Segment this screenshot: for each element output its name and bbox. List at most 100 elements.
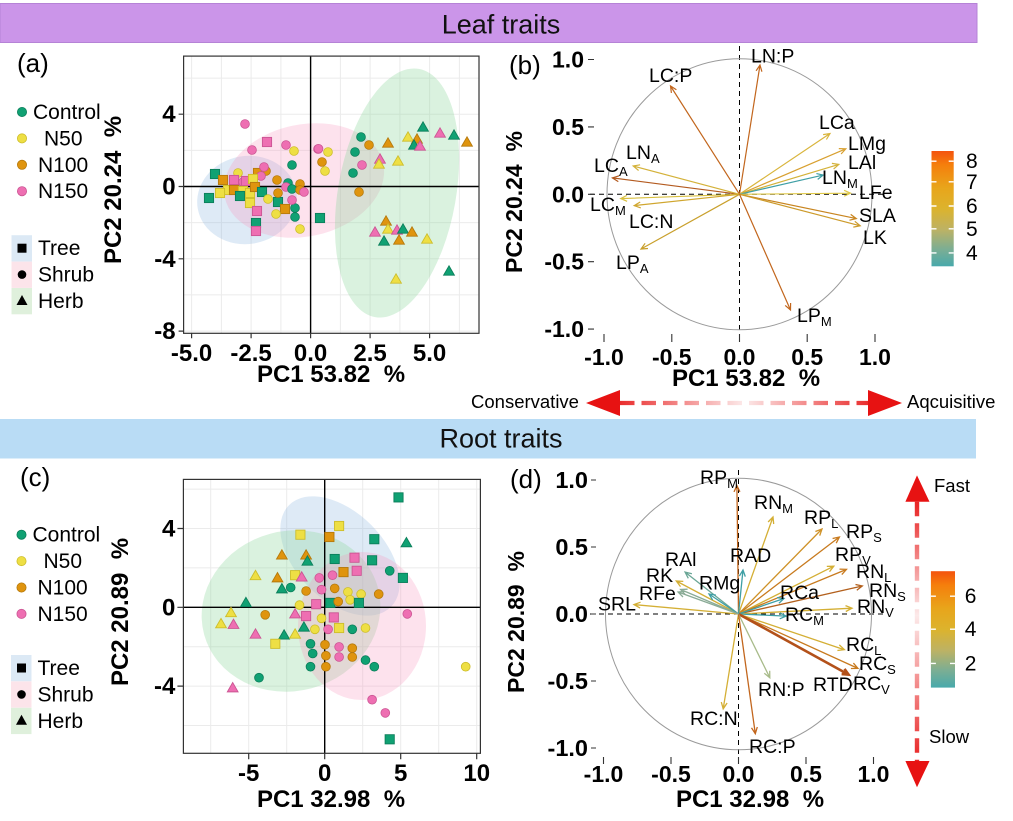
svg-text:-2.5: -2.5 xyxy=(230,340,271,367)
svg-text:Control: Control xyxy=(33,101,101,124)
svg-text:1.0: 1.0 xyxy=(858,761,890,787)
svg-text:8: 8 xyxy=(966,150,978,173)
svg-text:RAD: RAD xyxy=(730,545,771,567)
svg-text:0.5: 0.5 xyxy=(790,761,822,787)
svg-text:Shrub: Shrub xyxy=(38,683,94,706)
svg-text:-1.0: -1.0 xyxy=(584,761,624,787)
svg-text:-0.5: -0.5 xyxy=(548,668,589,694)
svg-text:Fast: Fast xyxy=(934,475,970,496)
svg-text:PC2 20.24 %: PC2 20.24 % xyxy=(501,131,527,273)
svg-text:Aqcuisitive: Aqcuisitive xyxy=(907,391,995,412)
svg-text:0.0: 0.0 xyxy=(555,601,588,627)
svg-text:RN:P: RN:P xyxy=(758,679,805,701)
svg-text:5.0: 5.0 xyxy=(413,340,446,367)
svg-text:1.0: 1.0 xyxy=(555,467,588,493)
svg-text:1.0: 1.0 xyxy=(859,344,891,370)
svg-text:RAl: RAl xyxy=(665,549,696,571)
svg-text:Tree: Tree xyxy=(38,657,80,680)
svg-text:RFe: RFe xyxy=(639,583,676,605)
svg-text:0.5: 0.5 xyxy=(791,344,823,370)
svg-text:(a): (a) xyxy=(17,48,49,78)
svg-text:0.0: 0.0 xyxy=(552,181,584,207)
svg-text:N150: N150 xyxy=(38,180,88,203)
svg-text:Conservative: Conservative xyxy=(471,391,579,412)
svg-text:2.5: 2.5 xyxy=(353,340,386,367)
svg-text:N150: N150 xyxy=(38,603,88,626)
svg-text:RPS: RPS xyxy=(846,521,882,545)
svg-text:0: 0 xyxy=(162,174,175,201)
svg-text:PC1 32.98 %: PC1 32.98 % xyxy=(676,786,824,813)
svg-text:RPM: RPM xyxy=(700,467,738,491)
svg-text:LNA: LNA xyxy=(626,142,660,166)
svg-text:RC:P: RC:P xyxy=(749,736,796,758)
svg-text:-4: -4 xyxy=(154,673,176,700)
svg-text:6: 6 xyxy=(965,585,977,608)
svg-text:LMg: LMg xyxy=(848,133,886,155)
svg-text:2: 2 xyxy=(965,652,977,675)
svg-text:RCa: RCa xyxy=(780,582,819,604)
svg-text:7: 7 xyxy=(966,171,978,194)
svg-text:0.0: 0.0 xyxy=(723,761,755,787)
svg-text:RCM: RCM xyxy=(785,604,824,628)
svg-text:-1.0: -1.0 xyxy=(584,344,624,370)
svg-text:N100: N100 xyxy=(38,154,88,177)
svg-text:RMg: RMg xyxy=(699,573,740,595)
svg-text:5: 5 xyxy=(394,760,407,787)
svg-text:-4: -4 xyxy=(154,246,176,273)
svg-text:Leaf traits: Leaf traits xyxy=(442,9,561,39)
svg-text:RPL: RPL xyxy=(804,507,838,531)
svg-text:RNM: RNM xyxy=(754,492,793,516)
svg-text:RCV: RCV xyxy=(853,673,890,697)
svg-text:0.0: 0.0 xyxy=(294,340,327,367)
svg-text:-8: -8 xyxy=(154,318,175,345)
svg-text:5: 5 xyxy=(966,218,978,241)
svg-text:(c): (c) xyxy=(20,462,50,492)
svg-text:LCa: LCa xyxy=(819,112,855,134)
svg-text:LCM: LCM xyxy=(590,194,626,218)
svg-text:-0.5: -0.5 xyxy=(652,344,692,370)
svg-text:4: 4 xyxy=(966,242,978,265)
svg-text:-5: -5 xyxy=(238,760,259,787)
svg-text:10: 10 xyxy=(463,760,490,787)
svg-text:0: 0 xyxy=(162,594,175,621)
svg-text:PC1 32.98 %: PC1 32.98 % xyxy=(257,786,405,813)
svg-text:RPV: RPV xyxy=(835,544,871,568)
svg-text:4: 4 xyxy=(965,618,977,641)
svg-text:0.0: 0.0 xyxy=(724,344,756,370)
svg-text:Herb: Herb xyxy=(38,290,84,313)
svg-text:PC2 20.89 %: PC2 20.89 % xyxy=(107,538,134,686)
svg-text:-1.0: -1.0 xyxy=(548,735,589,761)
svg-text:RTD: RTD xyxy=(813,674,853,696)
svg-text:N50: N50 xyxy=(44,127,83,150)
svg-text:SRL: SRL xyxy=(598,594,636,616)
svg-text:LK: LK xyxy=(863,227,887,249)
svg-text:LC:N: LC:N xyxy=(629,211,673,233)
svg-text:SLA: SLA xyxy=(859,205,896,227)
svg-text:0: 0 xyxy=(318,760,331,787)
svg-text:0.5: 0.5 xyxy=(555,534,588,560)
svg-text:-5.0: -5.0 xyxy=(171,340,212,367)
svg-text:Slow: Slow xyxy=(929,726,970,747)
svg-text:Herb: Herb xyxy=(38,710,84,733)
svg-text:PC1 53.82 %: PC1 53.82 % xyxy=(672,365,820,392)
svg-text:1.0: 1.0 xyxy=(552,47,584,73)
svg-text:Tree: Tree xyxy=(38,237,80,260)
svg-text:LC:P: LC:P xyxy=(649,65,692,87)
svg-text:LCA: LCA xyxy=(594,155,628,179)
svg-text:RC:N: RC:N xyxy=(690,708,738,730)
svg-text:PC1 53.82 %: PC1 53.82 % xyxy=(257,361,405,388)
svg-text:RK: RK xyxy=(646,565,673,587)
svg-text:LPM: LPM xyxy=(797,305,832,329)
svg-text:-0.5: -0.5 xyxy=(651,761,691,787)
svg-text:4: 4 xyxy=(162,516,176,543)
svg-text:(b): (b) xyxy=(509,50,541,80)
svg-text:PC2 20.89 %: PC2 20.89 % xyxy=(503,551,529,693)
svg-text:4: 4 xyxy=(162,101,176,128)
svg-text:-0.5: -0.5 xyxy=(544,249,584,275)
svg-text:(d): (d) xyxy=(510,464,542,494)
svg-text:6: 6 xyxy=(966,195,978,218)
svg-text:Root traits: Root traits xyxy=(439,424,562,454)
svg-text:0.5: 0.5 xyxy=(552,114,584,140)
svg-text:-1.0: -1.0 xyxy=(544,316,584,342)
svg-text:PC2 20.24 %: PC2 20.24 % xyxy=(100,116,127,264)
